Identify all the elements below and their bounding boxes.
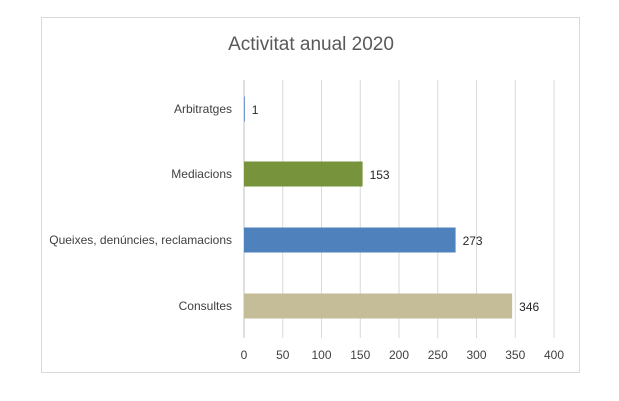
x-tick-label: 50 <box>276 348 290 362</box>
data-label: 1 <box>252 103 259 117</box>
bar-2 <box>244 161 363 187</box>
bar-3 <box>244 227 456 253</box>
data-label: 346 <box>519 300 539 314</box>
x-tick-label: 200 <box>389 348 409 362</box>
bar-4 <box>244 293 513 319</box>
x-tick-label: 300 <box>466 348 486 362</box>
x-tick-label: 350 <box>505 348 525 362</box>
x-tick-label: 0 <box>241 348 248 362</box>
bar-1 <box>244 96 245 122</box>
label-layer: Arbitratges 1 Mediacions 153 Queixes, denúnc… <box>49 102 539 314</box>
category-label: Consultes <box>179 299 232 313</box>
chart-title: Activitat anual 2020 <box>228 34 394 55</box>
x-tick-label: 400 <box>544 348 564 362</box>
grid-layer <box>243 80 555 338</box>
category-label: Queixes, denúncies, reclamacions <box>49 233 232 247</box>
chart-frame: Activitat anual 2020 Arbitratges 1 Mediaci… <box>41 17 580 373</box>
x-tick-label: 250 <box>428 348 448 362</box>
tick-layer: 0 50 100 150 200 250 300 350 400 <box>241 348 565 362</box>
x-tick-label: 100 <box>311 348 331 362</box>
category-label: Arbitratges <box>174 102 232 116</box>
bar-layer <box>244 96 513 319</box>
data-label: 273 <box>463 234 483 248</box>
data-label: 153 <box>370 168 390 182</box>
x-tick-label: 150 <box>350 348 370 362</box>
category-label: Mediacions <box>171 167 232 181</box>
